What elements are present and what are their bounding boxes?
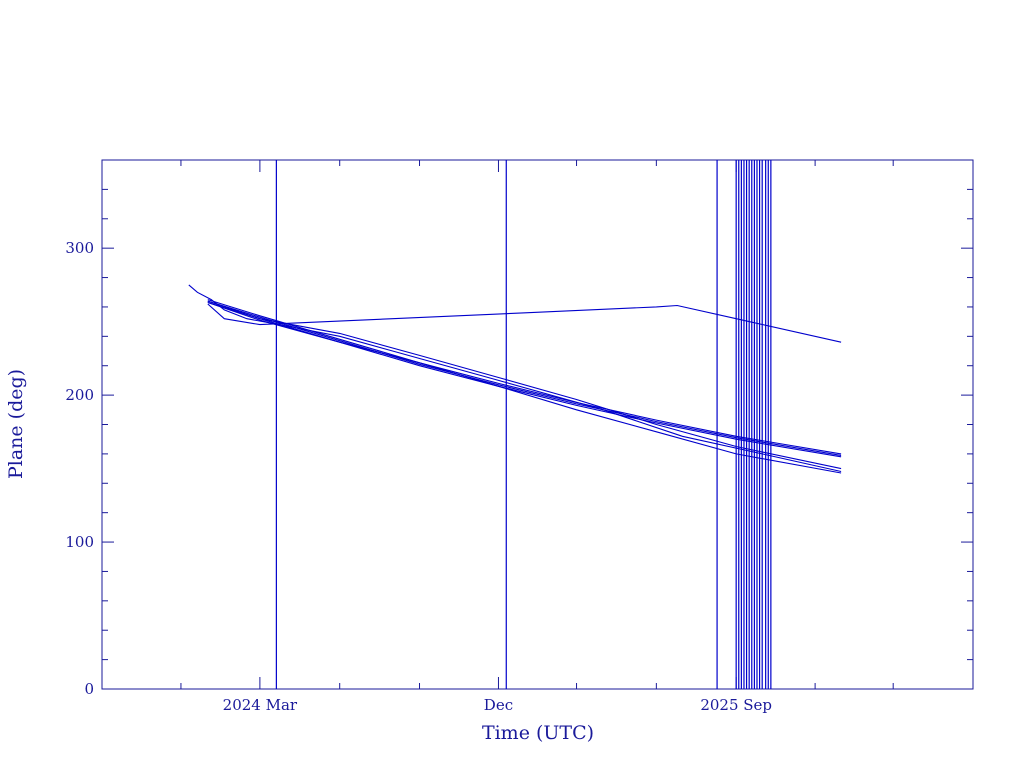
tick-labels: 0 100 200 300 2024 Mar Dec 2025 Sep	[65, 239, 772, 714]
series-line	[207, 300, 842, 456]
x-tick-label: 2025 Sep	[700, 696, 772, 714]
series-line	[207, 303, 842, 343]
x-tick-label: Dec	[484, 696, 513, 714]
series-line	[207, 301, 842, 458]
series-line	[188, 284, 842, 473]
y-tick-label: 200	[65, 386, 94, 404]
series-group	[188, 284, 842, 474]
y-axis-title: Plane (deg)	[5, 369, 27, 479]
y-tick-label: 0	[84, 680, 94, 698]
vertical-markers	[275, 160, 772, 689]
x-tick-label: 2024 Mar	[223, 696, 298, 714]
plot-frame	[101, 159, 974, 690]
x-axis-title: Time (UTC)	[482, 722, 594, 744]
y-tick-label: 300	[65, 239, 94, 257]
y-tick-label: 100	[65, 533, 94, 551]
axis-ticks	[101, 159, 974, 690]
